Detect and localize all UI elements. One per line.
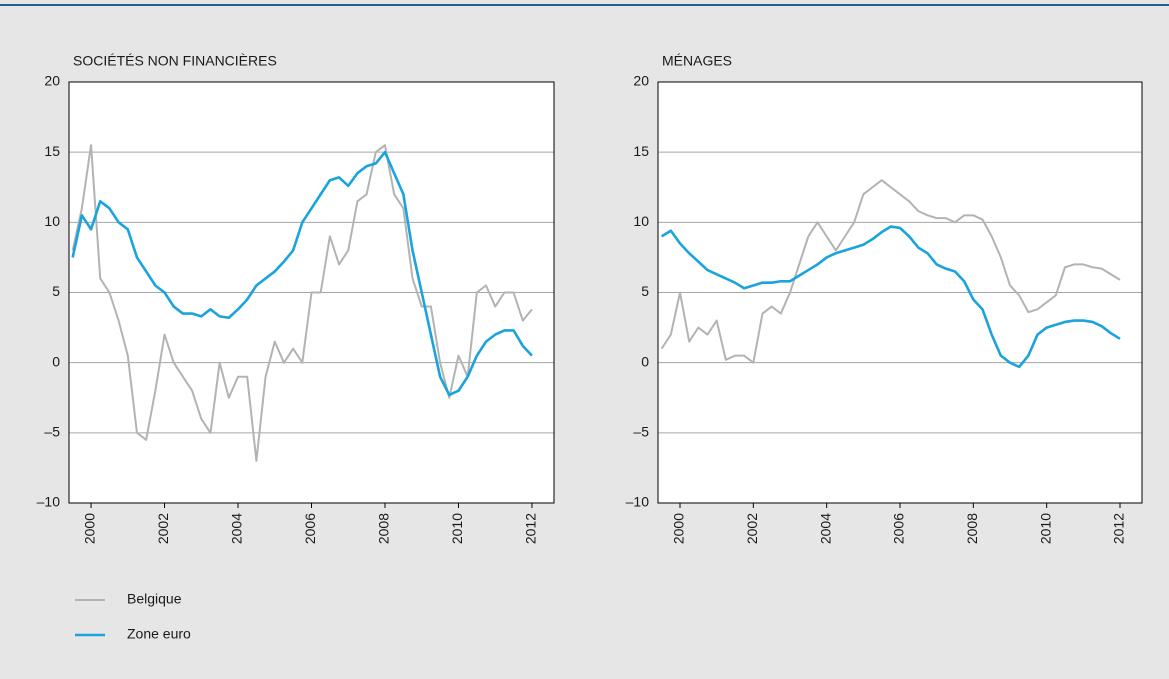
chart-title: MÉNAGES [662,53,732,69]
x-tick-label: 2004 [229,513,245,544]
x-tick-label: 2008 [964,513,980,544]
y-tick-label: 5 [641,283,649,299]
plot-frame [657,81,1143,504]
chart-title: SOCIÉTÉS NON FINANCIÈRES [73,53,277,69]
x-tick-label: 2010 [1037,513,1053,544]
x-tick-label: 2006 [302,513,318,544]
y-tick-label: 10 [633,213,649,229]
x-tick-label: 2008 [376,513,392,544]
y-tick-label: –5 [633,424,649,440]
legend-label: Belgique [127,591,182,607]
y-tick-label: 20 [44,73,60,89]
y-tick-label: 20 [633,73,649,89]
legend-label: Zone euro [127,626,191,642]
y-tick-label: 15 [633,143,649,159]
x-tick-label: 2006 [891,513,907,544]
y-tick-label: 10 [44,213,60,229]
data-line [71,150,533,397]
y-tick-label: 5 [52,283,60,299]
y-tick-label: –10 [37,494,61,510]
x-tick-label: 2000 [671,513,687,544]
x-tick-label: 2002 [744,513,760,544]
plot-frame [68,81,555,504]
y-tick-label: 0 [641,353,649,369]
x-tick-label: 2012 [523,513,539,544]
x-tick-label: 2002 [155,513,171,544]
y-tick-label: 15 [44,143,60,159]
y-tick-label: 0 [52,353,60,369]
y-tick-label: –10 [626,494,650,510]
data-line [660,179,1121,364]
y-tick-label: –5 [44,424,60,440]
data-line [660,225,1121,369]
x-tick-label: 2012 [1111,513,1127,544]
x-tick-label: 2010 [449,513,465,544]
x-tick-label: 2000 [82,513,98,544]
x-tick-label: 2004 [817,513,833,544]
data-line [71,144,533,462]
